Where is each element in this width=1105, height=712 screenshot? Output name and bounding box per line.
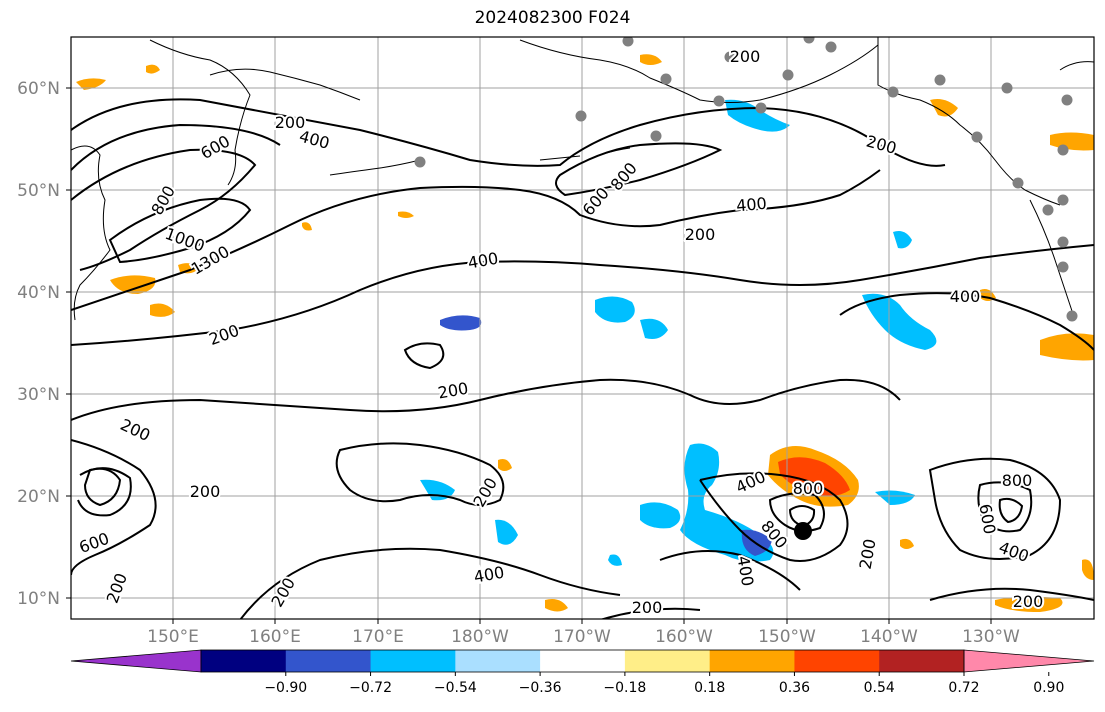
- storm-center-marker: [794, 522, 812, 540]
- colorbar-tick-label: 0.36: [779, 680, 810, 696]
- lon-label-160e: 160°E: [249, 627, 301, 647]
- contour-label-halo: 200: [190, 482, 221, 501]
- colorbar-segment: [540, 650, 626, 672]
- lon-label-140w: 140°W: [860, 627, 918, 647]
- lat-label-20n: 20°N: [17, 487, 60, 507]
- lon-label-180w: 180°W: [451, 627, 509, 647]
- contour-label-halo: 200: [730, 47, 761, 66]
- contour-label: 800: [1002, 471, 1033, 490]
- graticule: [71, 37, 1094, 619]
- lon-label-160w: 160°W: [655, 627, 713, 647]
- colorbar-min-arrow: [70, 649, 202, 673]
- contour-label: 400: [950, 287, 981, 306]
- colorbar-segment: [879, 650, 965, 672]
- contour-label: 200: [730, 47, 761, 66]
- colorbar-segment: [201, 650, 287, 672]
- lon-label-150e: 150°E: [147, 627, 199, 647]
- shading-layer: [76, 54, 1094, 612]
- colorbar-tick-label: −0.72: [349, 680, 392, 696]
- contour-label-halo: 800: [1002, 471, 1033, 490]
- contour-label-halo: 400: [735, 194, 767, 216]
- colorbar-tick-label: −0.54: [434, 680, 477, 696]
- contour-label-halo: 200: [685, 225, 716, 244]
- lon-label-170e: 170°E: [352, 627, 404, 647]
- lon-label-170w: 170°W: [553, 627, 611, 647]
- lat-label-60n: 60°N: [17, 79, 60, 99]
- contour-label: 200: [1013, 592, 1044, 611]
- colorbar-outline: [200, 649, 965, 673]
- contour-label-halo: 200: [275, 113, 306, 132]
- longitude-labels: 150°E 160°E 170°E 180°W 170°W 160°W 150°…: [147, 627, 1020, 647]
- colorbar-segment: [370, 650, 456, 672]
- colorbar-tick-label: 0.72: [948, 680, 979, 696]
- colorbar-segment: [285, 650, 372, 672]
- contour-label: 200: [632, 598, 663, 617]
- colorbar-tick-label: 0.18: [694, 680, 725, 696]
- coastlines: [71, 37, 1094, 321]
- colorbar-tick-label: −0.36: [519, 680, 562, 696]
- colorbar-tick-label: 0.54: [864, 680, 895, 696]
- contour-label: 200: [190, 482, 221, 501]
- lat-label-30n: 30°N: [17, 385, 60, 405]
- contour-label: 400: [735, 194, 767, 216]
- contour-label: 200: [685, 225, 716, 244]
- latitude-labels: 10°N 20°N 30°N 40°N 50°N 60°N: [17, 79, 60, 609]
- colorbar-tick-label: −0.18: [603, 680, 646, 696]
- contour-label-halo: 200: [632, 598, 663, 617]
- colorbar-tick-label: 0.90: [1033, 680, 1064, 696]
- lat-label-40n: 40°N: [17, 283, 60, 303]
- colorbar-segment: [709, 650, 795, 672]
- lon-label-150w: 150°W: [758, 627, 816, 647]
- contour-label-halo: 800: [793, 479, 824, 498]
- contour-label-halo: 200: [1013, 592, 1044, 611]
- station-markers: [414, 37, 1078, 322]
- lon-label-130w: 130°W: [962, 627, 1020, 647]
- colorbar-tick-label: −0.90: [264, 680, 307, 696]
- contour-label-halo: 400: [950, 287, 981, 306]
- colorbar: −0.90 −0.72 −0.54 −0.36 −0.18 0.18 0.36 0.54 0.7…: [70, 649, 1095, 696]
- tick-marks: [66, 87, 992, 624]
- lat-label-50n: 50°N: [17, 181, 60, 201]
- lat-label-10n: 10°N: [17, 589, 60, 609]
- contour-label: 200: [275, 113, 306, 132]
- contour-label: 800: [793, 479, 824, 498]
- colorbar-max-arrow: [963, 649, 1095, 673]
- colorbar-segment: [794, 650, 880, 672]
- colorbar-segment: [624, 650, 711, 672]
- map-title: 2024082300 F024: [474, 8, 631, 28]
- colorbar-segment: [455, 650, 541, 672]
- contour-lines: [71, 98, 1094, 619]
